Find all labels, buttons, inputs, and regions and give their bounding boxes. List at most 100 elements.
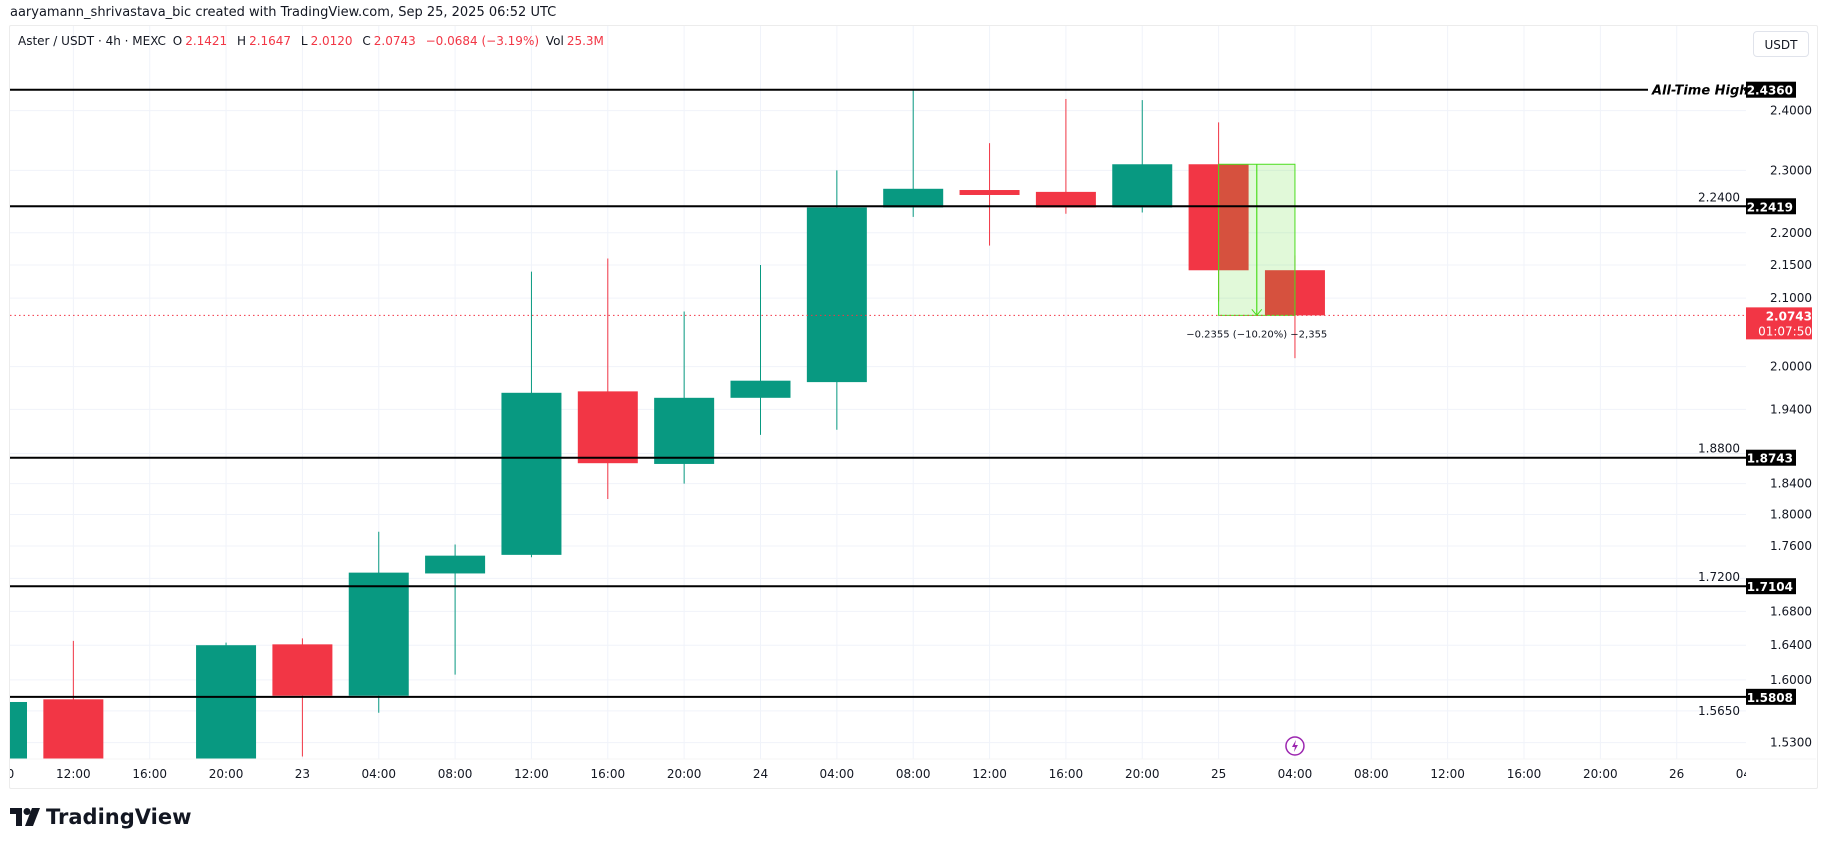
level-price-badge [1746,198,1796,215]
bar-countdown-label: 01:07:50 [1758,324,1812,338]
level-price-label: 1.7104 [1747,580,1793,594]
price-axis-label: 2.2400 [1698,190,1740,204]
candle-body [10,701,27,759]
time-axis-label: 04:00 [1278,767,1313,781]
time-axis-label: 04:00 [820,767,855,781]
tradingview-logo-icon [10,808,40,826]
plot-area: −0.2355 (−10.20%) −2,355 [10,26,1746,759]
close-value: 2.0743 [373,34,416,48]
candle-body [272,644,333,696]
alert-marker[interactable] [1285,736,1305,756]
price-axis-label: 1.8000 [1770,508,1812,522]
candle-body [577,391,638,464]
time-axis-label: 20:00 [667,767,702,781]
high-label: H [237,34,247,48]
candle [577,258,638,499]
horizontal-level[interactable]: 2.2419 [10,198,1796,215]
price-axis-label: 1.8800 [1698,442,1740,456]
price-axis-label: 1.6400 [1770,638,1812,652]
measure-label: −0.2355 (−10.20%) −2,355 [1186,329,1327,340]
horizontal-level[interactable]: 1.7104 [10,578,1796,595]
close-label: C [362,34,371,48]
candle [272,638,333,757]
price-axis-label: 2.1500 [1770,258,1812,272]
last-price-badge [1746,307,1812,340]
time-axis-label: 12:00 [56,767,91,781]
horizontal-level[interactable]: 1.5808 [10,688,1796,705]
level-price-label: 1.8743 [1747,452,1793,466]
level-price-label: 2.4360 [1747,84,1793,98]
time-axis-label: 20:00 [1583,767,1618,781]
candle [806,170,867,430]
time-axis-label: 26 [1669,767,1684,781]
volume-value: 25.3M [566,34,604,48]
candle-body [959,190,1020,195]
low-label: L [300,34,308,48]
candle [883,89,944,217]
currency-button[interactable]: USDT [1753,31,1809,57]
time-axis-label: 08:00 [1354,767,1389,781]
price-axis-label: 1.6800 [1770,604,1812,618]
time-axis-label: 08:00 [0,767,14,781]
lightning-icon [1291,740,1298,752]
price-axis-label: 2.2000 [1770,226,1812,240]
price-axis-label: 1.9400 [1770,402,1812,416]
symbol-legend: Aster / USDT · 4h · MEXC O 2.1421 H 2.1647… [18,34,610,48]
candle [654,311,715,484]
candle [1035,98,1096,214]
symbol-name[interactable]: Aster / USDT · 4h · MEXC [18,34,166,48]
price-axis-label: 1.5650 [1698,704,1740,718]
logo-text: TradingView [46,805,192,829]
time-axis-label: 12:00 [514,767,549,781]
open-label: O [172,34,183,48]
time-axis-label: 08:00 [896,767,931,781]
candle-body [43,699,104,759]
candle-body [883,188,944,208]
price-axis-label: 2.4000 [1770,104,1812,118]
candle [1112,100,1173,213]
tradingview-logo[interactable]: TradingView [10,805,191,829]
candle [425,544,486,675]
time-axis-label: 16:00 [132,767,167,781]
low-value: 2.0120 [310,34,353,48]
candle-body [654,397,715,464]
horizontal-level[interactable]: 1.8743 [10,449,1796,466]
time-axis-label: 08:00 [438,767,473,781]
level-price-badge [1746,449,1796,466]
price-axis-label: 1.7200 [1698,570,1740,584]
level-price-badge [1746,688,1796,705]
price-axis-label: 1.7600 [1770,539,1812,553]
time-axis-label: 12:00 [972,767,1007,781]
candle-body [348,572,409,696]
level-text: All-Time High [1651,84,1749,99]
time-axis-label: 16:00 [591,767,626,781]
volume-label: Vol [545,34,564,48]
candle-body [501,392,562,555]
level-price-label: 1.5808 [1747,691,1793,705]
time-axis-label: 04:00 [1736,767,1771,781]
time-axis-label: 04:00 [361,767,396,781]
time-axis-label: 24 [753,767,768,781]
candle [730,265,791,435]
candle [959,143,1020,246]
candle-body [806,207,867,383]
candle [43,640,104,759]
change-value: −0.0684 (−3.19%) [425,34,540,48]
candle-body [425,555,486,574]
time-axis-label: 20:00 [1125,767,1160,781]
time-axis-label: 16:00 [1049,767,1084,781]
level-price-label: 2.2419 [1747,200,1793,214]
candle-body [1112,164,1173,208]
price-axis-label: 1.6000 [1770,673,1812,687]
time-axis-label: 23 [295,767,310,781]
price-axis-label: 2.3000 [1770,163,1812,177]
time-axis-label: 25 [1211,767,1226,781]
chart-credit: aaryamann_shrivastava_bic created with T… [10,5,557,20]
candle-body [730,380,791,398]
price-axis-label: 2.0000 [1770,360,1812,374]
candle-body [196,645,257,759]
candle [10,701,27,759]
high-value: 2.1647 [249,34,292,48]
